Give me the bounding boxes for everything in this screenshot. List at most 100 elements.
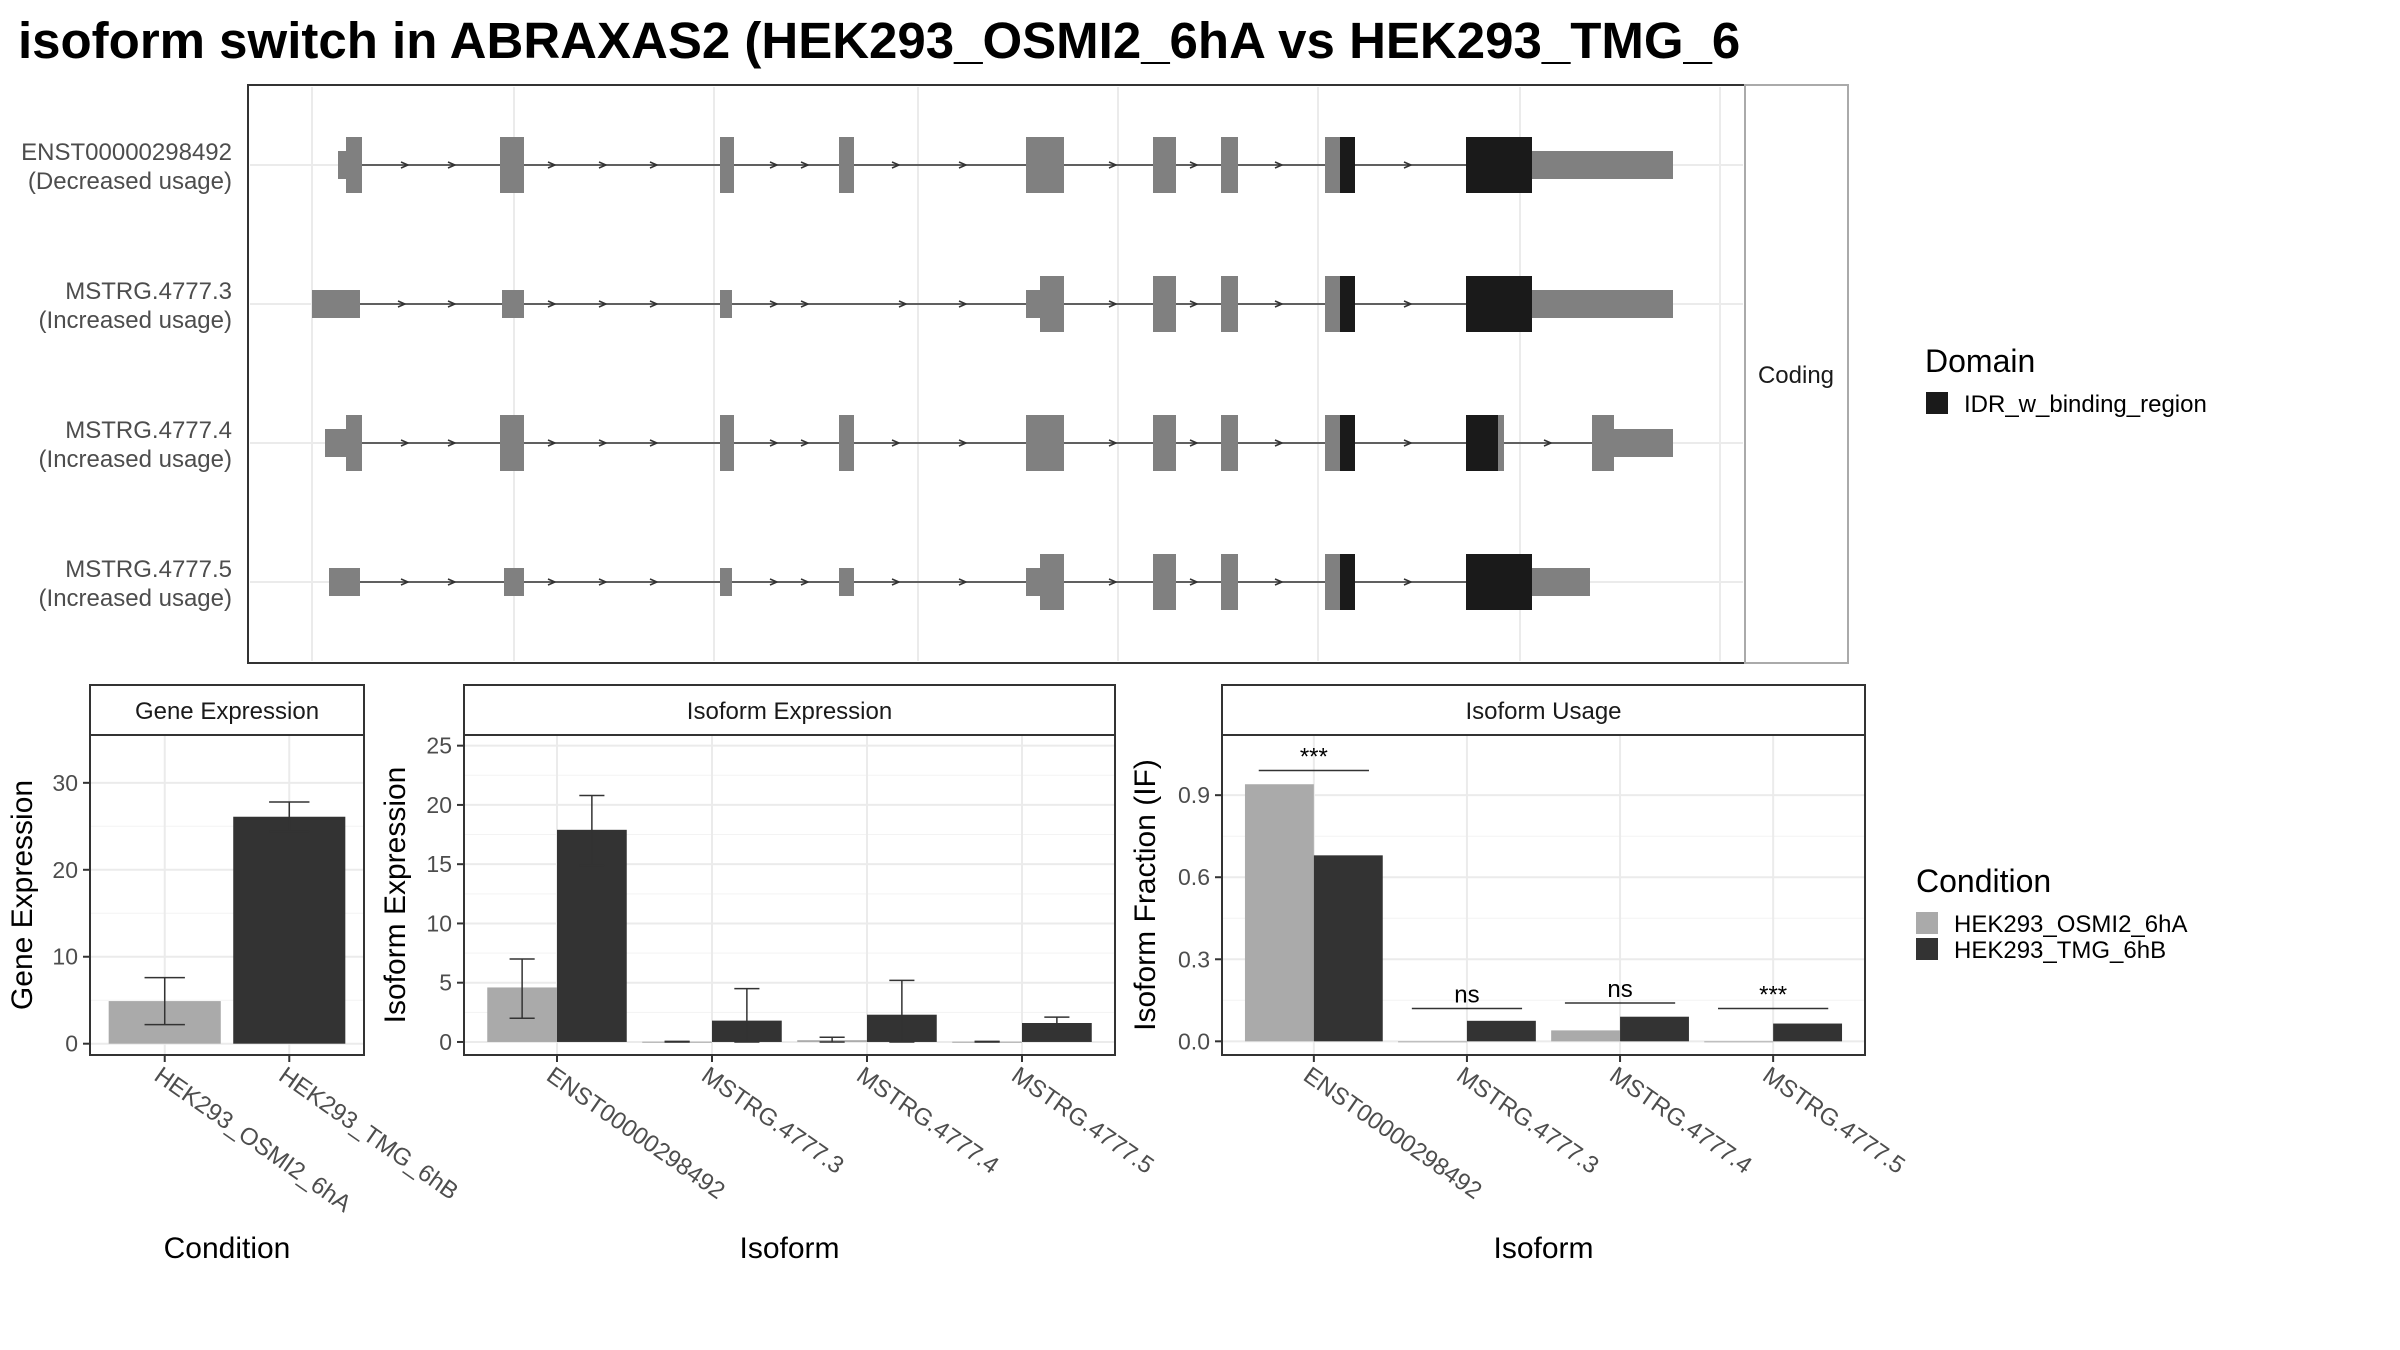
intron-arrow bbox=[891, 439, 901, 447]
intron-arrow bbox=[1403, 439, 1413, 447]
intron-arrow bbox=[958, 300, 968, 308]
panel-strip-title: Isoform Expression bbox=[687, 698, 892, 725]
exon bbox=[1325, 554, 1340, 610]
intron-arrow bbox=[769, 578, 779, 586]
intron-arrow bbox=[1274, 300, 1284, 308]
exon bbox=[1221, 276, 1238, 332]
y-tick-label: 20 bbox=[52, 857, 78, 883]
intron-arrow bbox=[547, 300, 557, 308]
isoform-usage-label-4: (Increased usage) bbox=[39, 585, 232, 612]
x-tick-label: MSTRG.4777.4 bbox=[852, 1062, 1004, 1180]
exon bbox=[1026, 415, 1064, 471]
x-tick-label: MSTRG.4777.5 bbox=[1758, 1062, 1910, 1180]
panel-strip bbox=[463, 684, 1116, 736]
intron-arrow bbox=[891, 161, 901, 169]
exon bbox=[1153, 415, 1176, 471]
intron-arrow bbox=[800, 439, 810, 447]
exon bbox=[502, 290, 524, 318]
isoform-structure-row-3 bbox=[325, 415, 1673, 471]
intron-arrow bbox=[958, 161, 968, 169]
isoform-usage-label-1: (Decreased usage) bbox=[28, 168, 232, 195]
intron-arrow bbox=[898, 300, 908, 308]
isoform-usage-panel: Isoform Usage***ns ns ***0.00.30.60.9ENST0… bbox=[1129, 684, 1910, 1265]
exon bbox=[1221, 137, 1238, 193]
exon bbox=[1532, 290, 1673, 318]
intron-arrow bbox=[1403, 161, 1413, 169]
x-tick-label: MSTRG.4777.3 bbox=[697, 1062, 849, 1180]
condition-legend-entry-2: HEK293_TMG_6hB bbox=[1954, 937, 2166, 964]
exon bbox=[500, 137, 524, 193]
exon bbox=[1325, 415, 1340, 471]
y-tick-label: 25 bbox=[426, 733, 452, 759]
intron-arrow bbox=[891, 578, 901, 586]
exon bbox=[1221, 415, 1238, 471]
intron-arrow bbox=[958, 578, 968, 586]
x-tick-label: MSTRG.4777.4 bbox=[1605, 1062, 1757, 1180]
intron-arrow bbox=[397, 300, 407, 308]
intron-arrow bbox=[1108, 578, 1118, 586]
significance-label: ns bbox=[1454, 982, 1479, 1009]
y-tick-label: 0.3 bbox=[1178, 946, 1210, 972]
intron-arrow bbox=[547, 578, 557, 586]
intron-arrow bbox=[1189, 439, 1199, 447]
transcript-structure-panel: Coding ENST00000298492(Decreased usage) MS… bbox=[21, 84, 1849, 664]
y-tick-label: 20 bbox=[426, 792, 452, 818]
isoform-usage-label-3: (Increased usage) bbox=[39, 446, 232, 473]
significance-label: *** bbox=[1300, 744, 1328, 771]
y-tick-label: 15 bbox=[426, 851, 452, 877]
exon bbox=[839, 137, 854, 193]
bar bbox=[1022, 1023, 1092, 1042]
y-axis-title: Gene Expression bbox=[6, 780, 39, 1010]
exon bbox=[720, 290, 732, 318]
bar bbox=[1704, 1041, 1774, 1043]
intron-arrow bbox=[1189, 300, 1199, 308]
y-tick-label: 0.9 bbox=[1178, 782, 1210, 808]
exon bbox=[839, 568, 854, 596]
x-axis-title: Isoform bbox=[1493, 1232, 1593, 1265]
intron-arrow bbox=[1189, 578, 1199, 586]
intron-arrow bbox=[649, 578, 659, 586]
y-tick-label: 0.6 bbox=[1178, 864, 1210, 890]
exon bbox=[1153, 276, 1176, 332]
exon bbox=[1026, 137, 1064, 193]
intron-arrow bbox=[547, 439, 557, 447]
isoform-label-1: ENST00000298492 bbox=[21, 139, 232, 166]
exon bbox=[329, 568, 360, 596]
condition-legend: Condition HEK293_OSMI2_6hA HEK293_TMG_6h… bbox=[1916, 863, 2187, 964]
exon bbox=[720, 568, 732, 596]
structure-strip bbox=[1744, 84, 1849, 664]
structure-strip-label: Coding bbox=[1758, 362, 1834, 389]
isoform-structure-row-2 bbox=[312, 276, 1673, 332]
exon bbox=[1221, 554, 1238, 610]
intron-arrow bbox=[649, 439, 659, 447]
intron-arrow bbox=[1403, 578, 1413, 586]
isoform-label-4: MSTRG.4777.5 bbox=[65, 556, 232, 583]
intron-arrow bbox=[958, 439, 968, 447]
intron-arrow bbox=[1108, 161, 1118, 169]
x-axis-title: Isoform bbox=[739, 1232, 839, 1265]
domain-legend-entry: IDR_w_binding_region bbox=[1964, 391, 2207, 418]
y-tick-label: 30 bbox=[52, 770, 78, 796]
intron-arrow bbox=[598, 439, 608, 447]
domain-exon bbox=[1466, 276, 1532, 332]
x-tick-label: MSTRG.4777.5 bbox=[1007, 1062, 1159, 1180]
bar bbox=[1398, 1041, 1467, 1043]
domain-exon bbox=[1466, 137, 1532, 193]
exon bbox=[312, 290, 360, 318]
domain-exon bbox=[1340, 137, 1355, 193]
intron-arrow bbox=[1274, 439, 1284, 447]
intron-arrow bbox=[800, 161, 810, 169]
figure-title: isoform switch in ABRAXAS2 (HEK293_OSMI2… bbox=[18, 12, 1740, 69]
domain-exon bbox=[1340, 276, 1355, 332]
domain-exon bbox=[1466, 554, 1532, 610]
exon bbox=[1498, 415, 1504, 471]
domain-exon bbox=[1340, 554, 1355, 610]
intron-arrow bbox=[598, 578, 608, 586]
panel-frame bbox=[463, 734, 1116, 1056]
exon bbox=[1532, 568, 1590, 596]
y-axis-title: Isoform Fraction (IF) bbox=[1129, 759, 1162, 1031]
domain-legend-title: Domain bbox=[1925, 343, 2035, 379]
y-tick-label: 0 bbox=[65, 1031, 78, 1057]
exon bbox=[1153, 137, 1176, 193]
